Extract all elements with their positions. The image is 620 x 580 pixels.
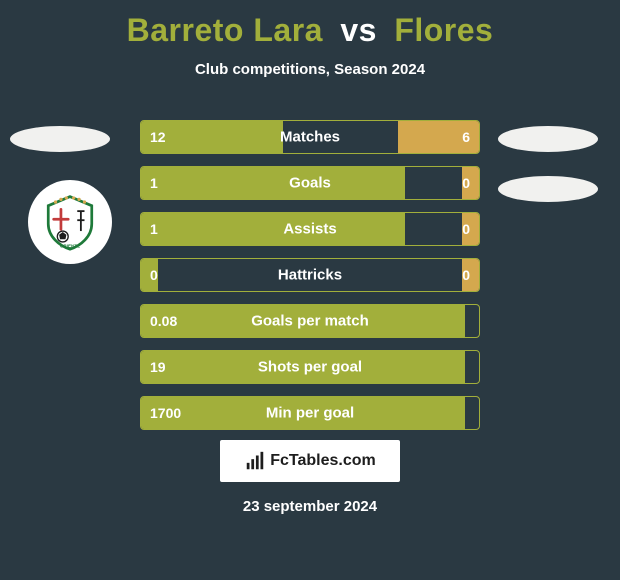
- stat-value-left: 12: [150, 129, 166, 145]
- svg-text:ORIENTE: ORIENTE: [60, 243, 80, 248]
- club-badge: ORIENTE: [28, 180, 112, 264]
- stat-value-left: 1700: [150, 405, 181, 421]
- stat-row: 0.08Goals per match: [140, 304, 480, 338]
- stat-row: 19Shots per goal: [140, 350, 480, 384]
- footer-date: 23 september 2024: [0, 498, 620, 515]
- stat-value-right: 0: [462, 267, 470, 283]
- stat-row: 10Goals: [140, 166, 480, 200]
- stats-bars: 126Matches10Goals10Assists00Hattricks0.0…: [140, 120, 480, 442]
- stat-bar-left: [141, 397, 465, 429]
- chart-icon: [244, 450, 266, 472]
- stat-row: 126Matches: [140, 120, 480, 154]
- stat-row: 1700Min per goal: [140, 396, 480, 430]
- title-player1: Barreto Lara: [127, 12, 323, 48]
- title-vs: vs: [340, 12, 377, 48]
- stat-row: 10Assists: [140, 212, 480, 246]
- stat-value-right: 0: [462, 221, 470, 237]
- stat-value-left: 1: [150, 175, 158, 191]
- stat-bar-left: [141, 351, 465, 383]
- player-ellipse: [498, 126, 598, 152]
- stat-value-left: 19: [150, 359, 166, 375]
- stat-bar-left: [141, 213, 405, 245]
- stat-value-left: 0.08: [150, 313, 177, 329]
- player-ellipse: [498, 176, 598, 202]
- subtitle: Club competitions, Season 2024: [0, 61, 620, 78]
- footer-logo: FcTables.com: [220, 440, 400, 482]
- stat-bar-left: [141, 167, 405, 199]
- footer-brand: FcTables.com: [270, 452, 376, 470]
- stat-value-left: 1: [150, 221, 158, 237]
- shield-icon: ORIENTE: [41, 193, 99, 251]
- stat-value-right: 6: [462, 129, 470, 145]
- stat-value-left: 0: [150, 267, 158, 283]
- stat-bar-left: [141, 305, 465, 337]
- player-ellipse: [10, 126, 110, 152]
- stat-value-right: 0: [462, 175, 470, 191]
- title-player2: Flores: [394, 12, 493, 48]
- page-title: Barreto Lara vs Flores: [0, 0, 620, 49]
- stat-row: 00Hattricks: [140, 258, 480, 292]
